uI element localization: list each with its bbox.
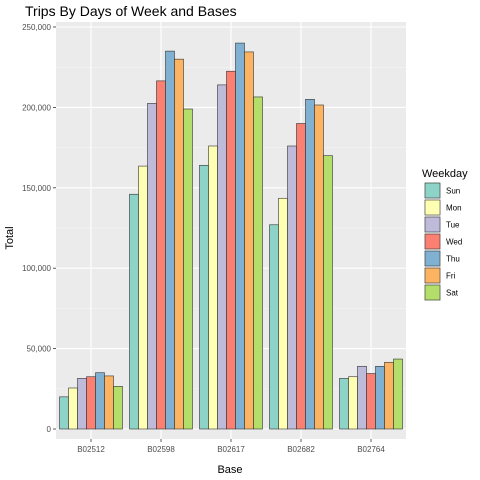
bar-sun-b02617	[199, 164, 209, 430]
bar-sun-b02598	[129, 193, 139, 430]
y-tick-label: 100,000	[22, 264, 51, 273]
bar-sat-b02512	[113, 386, 123, 430]
bar-mon-b02682	[278, 197, 288, 430]
bar-mon-b02617	[208, 145, 218, 430]
bar-thu-b02598	[165, 50, 175, 430]
legend-swatch-wed	[424, 233, 441, 250]
bar-wed-b02764	[366, 373, 376, 430]
bar-fri-b02682	[314, 104, 324, 430]
y-tick-label: 50,000	[27, 345, 52, 354]
legend-title: Weekday	[422, 168, 468, 180]
bar-sun-b02512	[59, 396, 69, 430]
x-tick-label: B02617	[217, 445, 245, 454]
x-tick-label: B02512	[77, 445, 105, 454]
bar-thu-b02764	[375, 365, 385, 430]
bar-fri-b02764	[384, 361, 394, 430]
bar-mon-b02764	[348, 376, 358, 430]
legend-swatch-mon	[424, 199, 441, 216]
bar-sat-b02598	[183, 108, 193, 430]
y-tick-label: 250,000	[22, 23, 51, 32]
bar-tue-b02598	[147, 103, 157, 430]
bar-thu-b02617	[235, 42, 245, 430]
legend-label-sat: Sat	[446, 289, 459, 298]
x-tick-label: B02764	[357, 445, 385, 454]
legend-swatch-tue	[424, 216, 441, 233]
x-tick-label: B02682	[287, 445, 315, 454]
legend-swatch-sun	[424, 182, 441, 199]
y-axis-title: Total	[4, 226, 16, 249]
legend-label-wed: Wed	[446, 238, 462, 247]
bar-wed-b02512	[86, 376, 96, 430]
y-tick-label: 150,000	[22, 184, 51, 193]
x-axis: B02512 B02598 B02617 B02682 B02764	[77, 439, 385, 454]
legend-label-sun: Sun	[446, 187, 460, 196]
bar-mon-b02512	[68, 387, 78, 430]
bar-sun-b02764	[339, 378, 349, 430]
bar-sat-b02617	[253, 96, 263, 430]
bar-mon-b02598	[138, 165, 148, 430]
legend-label-thu: Thu	[446, 255, 460, 264]
bar-thu-b02512	[95, 372, 105, 430]
bar-wed-b02598	[156, 80, 166, 430]
legend-label-fri: Fri	[446, 272, 456, 281]
bar-sun-b02682	[269, 224, 279, 430]
bar-sat-b02682	[323, 155, 333, 430]
chart-title: Trips By Days of Week and Bases	[25, 3, 237, 19]
bars	[59, 42, 403, 430]
x-axis-title: Base	[217, 464, 242, 476]
bar-fri-b02617	[244, 51, 254, 430]
bar-tue-b02682	[287, 145, 297, 430]
legend-label-tue: Tue	[446, 221, 460, 230]
legend-swatch-thu	[424, 250, 441, 267]
bar-tue-b02617	[217, 84, 227, 430]
bar-tue-b02512	[77, 378, 87, 430]
legend: Weekday Sun Mon Tue Wed Thu Fri Sat	[422, 168, 468, 301]
legend-swatch-sat	[424, 284, 441, 301]
y-tick-label: 200,000	[22, 103, 51, 112]
y-axis: 0 50,000 100,000 150,000 200,000 250,000	[22, 23, 56, 434]
bar-thu-b02682	[305, 99, 315, 430]
x-tick-label: B02598	[147, 445, 175, 454]
bar-tue-b02764	[357, 365, 367, 430]
bar-fri-b02512	[104, 375, 114, 430]
bar-sat-b02764	[393, 358, 403, 430]
bar-fri-b02598	[174, 58, 184, 430]
y-tick-label: 0	[47, 425, 52, 434]
bar-wed-b02682	[296, 123, 306, 430]
legend-swatch-fri	[424, 267, 441, 284]
legend-label-mon: Mon	[446, 204, 462, 213]
bar-wed-b02617	[226, 70, 236, 430]
